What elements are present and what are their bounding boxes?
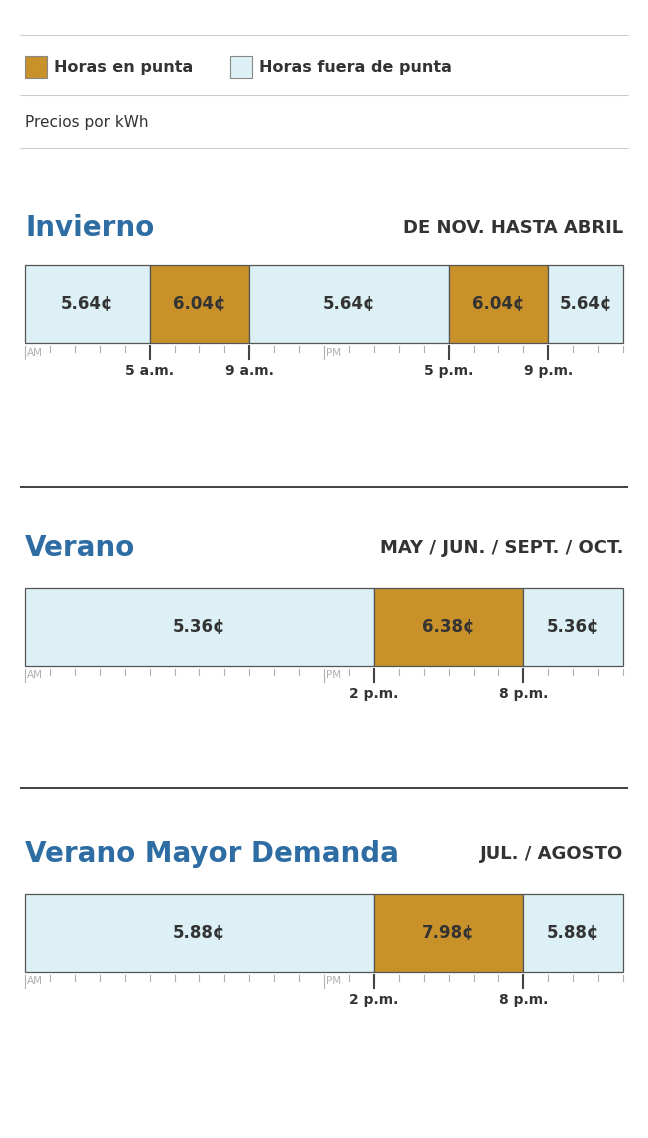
Text: PM: PM: [326, 670, 341, 681]
Text: Horas en punta: Horas en punta: [54, 59, 193, 74]
Bar: [374, 588, 524, 666]
Text: 6.04¢: 6.04¢: [173, 295, 226, 313]
Text: MAY / JUN. / SEPT. / OCT.: MAY / JUN. / SEPT. / OCT.: [380, 539, 623, 556]
Text: 8 p.m.: 8 p.m.: [499, 687, 548, 701]
Text: PM: PM: [326, 976, 341, 987]
Text: 5.36¢: 5.36¢: [547, 618, 599, 636]
Bar: [230, 56, 252, 79]
Text: 8 p.m.: 8 p.m.: [499, 993, 548, 1007]
Text: Precios por kWh: Precios por kWh: [25, 115, 148, 130]
Bar: [548, 265, 623, 343]
Text: Horas fuera de punta: Horas fuera de punta: [259, 59, 452, 74]
Bar: [25, 56, 47, 79]
Text: PM: PM: [326, 347, 341, 357]
Text: DE NOV. HASTA ABRIL: DE NOV. HASTA ABRIL: [403, 218, 623, 237]
Text: Invierno: Invierno: [25, 214, 154, 242]
Text: 5.64¢: 5.64¢: [559, 295, 612, 313]
Text: Verano: Verano: [25, 534, 135, 562]
Bar: [524, 894, 623, 972]
Text: 2 p.m.: 2 p.m.: [349, 993, 399, 1007]
Bar: [25, 588, 374, 666]
Bar: [374, 894, 524, 972]
Text: 2 p.m.: 2 p.m.: [349, 687, 399, 701]
Bar: [524, 588, 623, 666]
Bar: [448, 265, 548, 343]
Text: 6.38¢: 6.38¢: [422, 618, 475, 636]
Bar: [25, 265, 150, 343]
Text: AM: AM: [27, 347, 43, 357]
Text: JUL. / AGOSTO: JUL. / AGOSTO: [480, 846, 623, 863]
Text: 5 p.m.: 5 p.m.: [424, 364, 473, 378]
Text: 5.36¢: 5.36¢: [173, 618, 226, 636]
Text: 7.98¢: 7.98¢: [422, 924, 475, 942]
Text: 5 a.m.: 5 a.m.: [125, 364, 174, 378]
Bar: [150, 265, 249, 343]
Bar: [25, 894, 374, 972]
Bar: [249, 265, 448, 343]
Text: AM: AM: [27, 670, 43, 681]
Text: 6.04¢: 6.04¢: [472, 295, 525, 313]
Text: 5.64¢: 5.64¢: [61, 295, 113, 313]
Text: 9 a.m.: 9 a.m.: [225, 364, 273, 378]
Text: Verano Mayor Demanda: Verano Mayor Demanda: [25, 840, 399, 868]
Text: 9 p.m.: 9 p.m.: [524, 364, 573, 378]
Text: AM: AM: [27, 976, 43, 987]
Text: 5.88¢: 5.88¢: [547, 924, 599, 942]
Text: 5.88¢: 5.88¢: [173, 924, 226, 942]
Text: 5.64¢: 5.64¢: [323, 295, 375, 313]
